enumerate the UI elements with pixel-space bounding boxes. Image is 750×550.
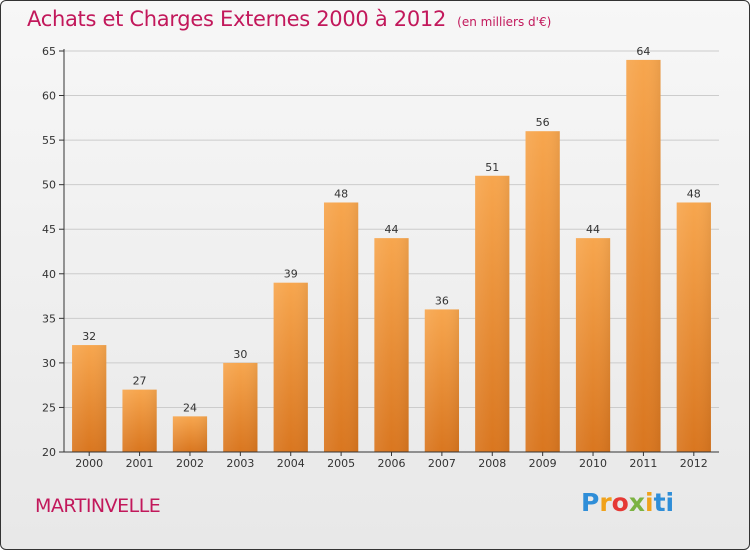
bar-shine (676, 202, 711, 452)
x-tick-label: 2001 (126, 457, 154, 470)
y-tick-label: 20 (42, 446, 56, 459)
x-tick-label: 2005 (327, 457, 355, 470)
x-tick-label: 2000 (75, 457, 103, 470)
data-label: 44 (586, 223, 600, 236)
bar-shine (72, 345, 107, 452)
bar-shine (626, 59, 661, 453)
x-tick-label: 2008 (478, 457, 506, 470)
x-tick-label: 2007 (428, 457, 456, 470)
x-tick-label: 2009 (529, 457, 557, 470)
data-label: 64 (636, 45, 650, 58)
x-tick-label: 2003 (226, 457, 254, 470)
data-label: 44 (385, 223, 399, 236)
bar-shine (475, 175, 510, 452)
data-label: 39 (284, 268, 298, 281)
bar-shine (374, 238, 409, 452)
x-tick-label: 2011 (629, 457, 657, 470)
x-tick-label: 2010 (579, 457, 607, 470)
axis-layer: 20 25 30 35 40 45 50 55 60 65 (42, 45, 719, 459)
title-row: Achats et Charges Externes 2000 à 2012 (… (27, 7, 551, 31)
commune-name: MARTINVELLE (35, 495, 161, 517)
logo-letter: o (611, 488, 629, 517)
data-label: 30 (233, 348, 247, 361)
logo-letter: ti (653, 488, 675, 517)
x-tick-label: 2012 (680, 457, 708, 470)
logo-letter: P (581, 488, 600, 517)
bar-shine (525, 131, 560, 452)
data-label: 48 (687, 187, 701, 200)
chart-title: Achats et Charges Externes 2000 à 2012 (27, 7, 447, 31)
bar-shine (575, 238, 611, 452)
data-label: 27 (133, 375, 147, 388)
logo-letter: i (645, 488, 654, 517)
y-tick-label: 50 (42, 179, 56, 192)
chart-subtitle: (en milliers d'€) (457, 15, 552, 29)
data-label: 32 (82, 330, 96, 343)
logo-letter: r (599, 488, 612, 517)
bar-shine (273, 282, 308, 452)
y-tick-label: 60 (42, 90, 56, 103)
bar-shine (172, 416, 208, 452)
bars-layer (72, 59, 711, 453)
x-tick-label: 2004 (277, 457, 305, 470)
data-label: 48 (334, 187, 348, 200)
x-tick-label: 2002 (176, 457, 204, 470)
y-tick-label: 45 (42, 223, 56, 236)
bar-shine (323, 202, 359, 452)
y-tick-label: 30 (42, 357, 56, 370)
bar-shine (424, 309, 460, 452)
y-tick-label: 25 (42, 401, 56, 414)
data-label: 56 (536, 116, 550, 129)
x-tick-label: 2006 (378, 457, 406, 470)
y-tick-label: 55 (42, 134, 56, 147)
y-tick-label: 35 (42, 312, 56, 325)
data-label: 24 (183, 401, 197, 414)
y-tick-label: 65 (42, 45, 56, 58)
labels-layer: 32 2000 27 2001 24 2002 30 2003 39 2004 48 2005 44 20… (75, 45, 708, 470)
bar-shine (122, 389, 157, 452)
data-label: 51 (485, 161, 499, 174)
bar-shine (223, 362, 258, 452)
logo-letter: x (628, 488, 645, 517)
proxiti-logo: Proxiti (581, 488, 674, 517)
y-tick-label: 40 (42, 268, 56, 281)
data-label: 36 (435, 294, 449, 307)
